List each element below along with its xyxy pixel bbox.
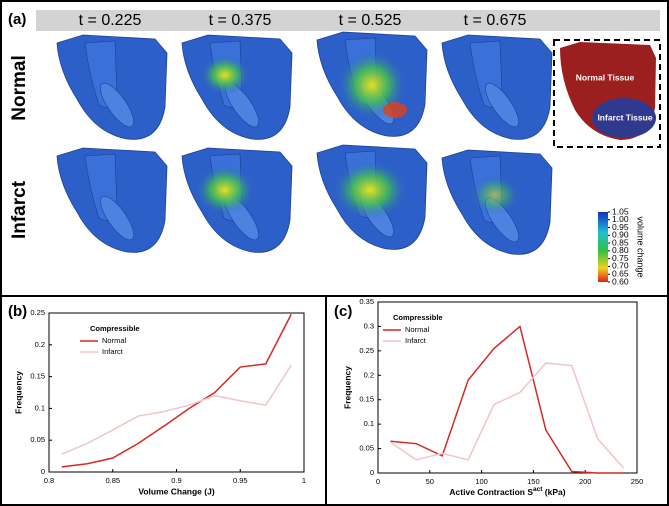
- colorbar: [598, 212, 608, 282]
- row-label: Normal: [9, 55, 30, 120]
- x-tick-label: 0.9: [171, 476, 181, 485]
- y-tick-label: 0: [370, 468, 374, 477]
- x-tick-label: 0.95: [233, 476, 248, 485]
- x-tick-label: 0: [376, 477, 380, 486]
- y-tick-label: 0.3: [364, 321, 374, 330]
- y-tick-label: 0.05: [30, 435, 45, 444]
- series-line: [390, 325, 624, 474]
- inset-label: Normal Tissue: [576, 72, 635, 82]
- y-tick-label: 0.25: [359, 346, 374, 355]
- x-tick-label: 100: [475, 477, 488, 486]
- legend-label: Normal: [405, 325, 430, 334]
- x-tick-label: 200: [579, 477, 592, 486]
- colorbar-tick-label: 1.00: [612, 214, 629, 224]
- colorbar-tick-label: 1.05: [612, 206, 629, 216]
- colorbar-tick-label: 0.95: [612, 222, 629, 232]
- legend-title: Compressible: [393, 313, 443, 322]
- y-tick-label: 0.15: [359, 395, 374, 404]
- x-tick-label: 0.85: [105, 476, 120, 485]
- y-tick-label: 0: [41, 467, 45, 476]
- y-axis-label: Frequency: [342, 366, 352, 409]
- x-tick-label: 1: [302, 476, 306, 485]
- inset-label: Infarct Tissue: [597, 112, 652, 122]
- y-tick-label: 0.25: [30, 308, 45, 317]
- panel-label: (a): [8, 11, 26, 28]
- y-tick-label: 0.1: [364, 419, 374, 428]
- colorbar-label: volume change: [636, 216, 646, 277]
- legend-label: Infarct: [102, 347, 124, 356]
- series-line: [61, 313, 292, 468]
- x-tick-label: 0.8: [44, 476, 54, 485]
- plot-area: [377, 301, 638, 474]
- colorbar-tick-label: 0.85: [612, 237, 629, 247]
- y-tick-label: 0.2: [35, 340, 45, 349]
- time-label: t = 0.525: [339, 12, 402, 29]
- y-tick-label: 0.05: [359, 444, 374, 453]
- panel-label: (b): [8, 303, 27, 320]
- y-tick-label: 0.35: [359, 297, 374, 306]
- row-label: Infarct: [9, 180, 30, 239]
- x-tick-label: 50: [426, 477, 434, 486]
- time-bar: [36, 10, 660, 31]
- time-label: t = 0.225: [79, 12, 142, 29]
- x-axis-label-sup: act: [533, 486, 543, 493]
- colorbar-tick-label: 0.65: [612, 268, 629, 278]
- panel-label: (c): [334, 303, 352, 320]
- y-axis-label: Frequency: [13, 371, 23, 414]
- colorbar-tick-label: 0.70: [612, 261, 629, 271]
- x-axis-label: Active Contraction Sact (kPa): [449, 486, 565, 498]
- heart-renders: [56, 31, 553, 255]
- time-label: t = 0.675: [464, 12, 527, 29]
- colorbar-tick-label: 0.90: [612, 230, 629, 240]
- x-axis-label: Volume Change (J): [138, 486, 215, 496]
- inset-infarct: [592, 98, 656, 138]
- plot-area: [48, 312, 305, 473]
- x-tick-label: 250: [631, 477, 644, 486]
- colorbar-tick-label: 0.60: [612, 276, 629, 286]
- series-line: [61, 364, 292, 455]
- x-axis-label-text: Active Contraction S: [449, 487, 533, 497]
- time-label: t = 0.375: [209, 12, 272, 29]
- y-tick-label: 0.15: [30, 372, 45, 381]
- legend-label: Infarct: [405, 336, 427, 345]
- x-tick-label: 150: [527, 477, 540, 486]
- x-axis-label-unit: (kPa): [542, 487, 565, 497]
- y-tick-label: 0.1: [35, 403, 45, 412]
- colorbar-tick-label: 0.75: [612, 253, 629, 263]
- series-line: [390, 362, 625, 469]
- legend-title: Compressible: [90, 324, 140, 333]
- inset-box: [553, 39, 661, 148]
- colorbar-tick-label: 0.80: [612, 245, 629, 255]
- y-tick-label: 0.2: [364, 370, 374, 379]
- legend-label: Normal: [102, 336, 127, 345]
